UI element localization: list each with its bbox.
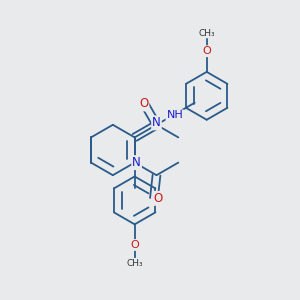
- Text: O: O: [154, 192, 163, 205]
- Text: CH₃: CH₃: [126, 259, 143, 268]
- Text: O: O: [130, 240, 139, 250]
- Text: O: O: [202, 46, 211, 56]
- Text: N: N: [132, 156, 141, 169]
- Text: NH: NH: [167, 110, 183, 120]
- Text: CH₃: CH₃: [198, 28, 215, 38]
- Text: N: N: [152, 116, 161, 129]
- Text: O: O: [139, 98, 148, 110]
